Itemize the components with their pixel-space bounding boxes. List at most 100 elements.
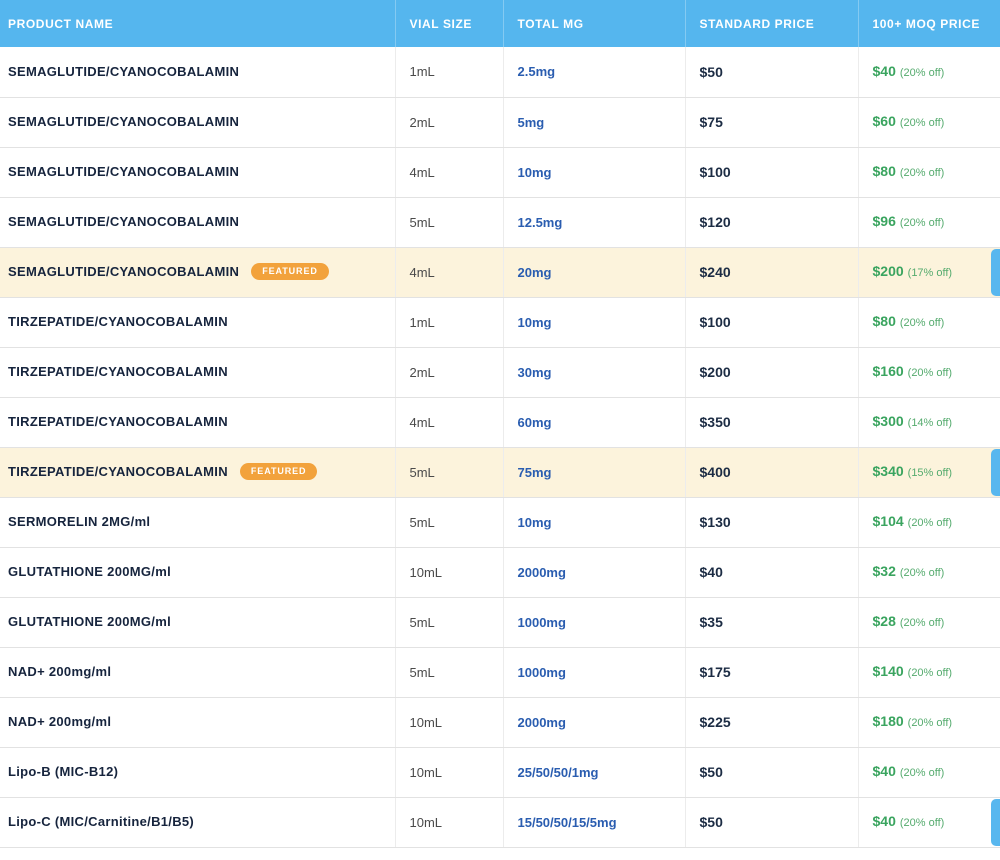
standard-price: $75 bbox=[685, 97, 859, 148]
vial-size: 4mL bbox=[395, 247, 504, 298]
moq-price-cell: $80 (20% off) bbox=[858, 297, 1000, 348]
product-name: NAD+ 200mg/ml bbox=[8, 664, 112, 679]
table-row-featured: SEMAGLUTIDE/CYANOCOBALAMIN FEATURED 4mL 2… bbox=[0, 247, 1000, 298]
product-cell: NAD+ 200mg/ml bbox=[0, 647, 396, 698]
moq-price: $300 bbox=[872, 413, 904, 429]
total-mg: 2000mg bbox=[503, 697, 686, 748]
moq-price-cell: $340 (15% off) bbox=[858, 447, 1000, 498]
discount-label: (15% off) bbox=[907, 467, 953, 479]
total-mg: 75mg bbox=[503, 447, 686, 498]
product-cell: SEMAGLUTIDE/CYANOCOBALAMIN bbox=[0, 147, 396, 198]
total-mg: 12.5mg bbox=[503, 197, 686, 248]
standard-price: $175 bbox=[685, 647, 859, 698]
product-cell: SEMAGLUTIDE/CYANOCOBALAMIN bbox=[0, 47, 396, 98]
total-mg: 2.5mg bbox=[503, 47, 686, 98]
moq-price-cell: $140 (20% off) bbox=[858, 647, 1000, 698]
standard-price: $130 bbox=[685, 497, 859, 548]
table-row: Lipo-B (MIC-B12) 10mL 25/50/50/1mg $50 $… bbox=[0, 747, 1000, 798]
product-cell: Lipo-B (MIC-B12) bbox=[0, 747, 396, 798]
table-row: TIRZEPATIDE/CYANOCOBALAMIN 1mL 10mg $100… bbox=[0, 297, 1000, 348]
table-row-featured: TIRZEPATIDE/CYANOCOBALAMIN FEATURED 5mL 7… bbox=[0, 447, 1000, 498]
total-mg: 10mg bbox=[503, 147, 686, 198]
discount-label: (14% off) bbox=[907, 417, 953, 429]
column-header-vial-size: VIAL SIZE bbox=[395, 0, 504, 47]
product-name: TIRZEPATIDE/CYANOCOBALAMIN bbox=[8, 364, 228, 379]
product-cell: Lipo-C (MIC/Carnitine/B1/B5) bbox=[0, 797, 396, 848]
discount-label: (20% off) bbox=[899, 66, 945, 79]
discount-label: (20% off) bbox=[899, 317, 945, 329]
vial-size: 5mL bbox=[395, 647, 504, 698]
discount-label: (20% off) bbox=[899, 817, 945, 829]
moq-price: $80 bbox=[872, 163, 896, 179]
product-name: TIRZEPATIDE/CYANOCOBALAMIN bbox=[8, 314, 228, 329]
cutoff-action-button[interactable] bbox=[991, 448, 1000, 496]
moq-price-cell: $180 (20% off) bbox=[858, 697, 1000, 748]
standard-price: $350 bbox=[685, 397, 859, 448]
moq-price: $104 bbox=[872, 513, 904, 529]
standard-price: $40 bbox=[685, 547, 859, 598]
vial-size: 5mL bbox=[395, 197, 504, 248]
table-row: SEMAGLUTIDE/CYANOCOBALAMIN 1mL 2.5mg $50… bbox=[0, 47, 1000, 98]
cutoff-action-button[interactable] bbox=[991, 248, 1000, 296]
cutoff-action-button[interactable] bbox=[991, 798, 1000, 846]
discount-label: (20% off) bbox=[899, 117, 945, 129]
product-name: SEMAGLUTIDE/CYANOCOBALAMIN bbox=[8, 164, 240, 179]
standard-price: $35 bbox=[685, 597, 859, 648]
total-mg: 5mg bbox=[503, 97, 686, 148]
discount-label: (20% off) bbox=[907, 367, 953, 379]
vial-size: 2mL bbox=[395, 97, 504, 148]
product-name: SEMAGLUTIDE/CYANOCOBALAMIN bbox=[8, 264, 240, 279]
total-mg: 25/50/50/1mg bbox=[503, 747, 686, 798]
discount-label: (20% off) bbox=[899, 567, 945, 579]
column-header-total-mg: TOTAL MG bbox=[503, 0, 686, 47]
table-row: GLUTATHIONE 200MG/ml 10mL 2000mg $40 $32… bbox=[0, 547, 1000, 598]
standard-price: $120 bbox=[685, 197, 859, 248]
product-name: GLUTATHIONE 200MG/ml bbox=[8, 614, 171, 629]
vial-size: 10mL bbox=[395, 747, 504, 798]
moq-price-cell: $40 (20% off) bbox=[858, 797, 1000, 848]
table-row: Lipo-C (MIC/Carnitine/B1/B5) 10mL 15/50/… bbox=[0, 797, 1000, 848]
total-mg: 10mg bbox=[503, 497, 686, 548]
vial-size: 1mL bbox=[395, 47, 504, 98]
product-cell: SERMORELIN 2MG/ml bbox=[0, 497, 396, 548]
standard-price: $400 bbox=[685, 447, 859, 498]
product-cell: SEMAGLUTIDE/CYANOCOBALAMIN FEATURED bbox=[0, 247, 396, 298]
discount-label: (20% off) bbox=[907, 517, 953, 529]
product-name: Lipo-B (MIC-B12) bbox=[8, 764, 119, 779]
vial-size: 5mL bbox=[395, 447, 504, 498]
total-mg: 60mg bbox=[503, 397, 686, 448]
table-row: NAD+ 200mg/ml 5mL 1000mg $175 $140 (20% o… bbox=[0, 647, 1000, 698]
product-cell: TIRZEPATIDE/CYANOCOBALAMIN bbox=[0, 297, 396, 348]
product-name: SEMAGLUTIDE/CYANOCOBALAMIN bbox=[8, 63, 240, 79]
moq-price-cell: $60 (20% off) bbox=[858, 97, 1000, 148]
moq-price-cell: $80 (20% off) bbox=[858, 147, 1000, 198]
moq-price-cell: $300 (14% off) bbox=[858, 397, 1000, 448]
product-cell: NAD+ 200mg/ml bbox=[0, 697, 396, 748]
discount-label: (20% off) bbox=[907, 667, 953, 679]
moq-price: $96 bbox=[872, 213, 896, 229]
discount-label: (17% off) bbox=[907, 267, 953, 279]
discount-label: (20% off) bbox=[899, 217, 945, 229]
vial-size: 4mL bbox=[395, 147, 504, 198]
moq-price: $28 bbox=[872, 613, 896, 629]
discount-label: (20% off) bbox=[907, 717, 953, 729]
discount-label: (20% off) bbox=[899, 617, 945, 629]
product-cell: TIRZEPATIDE/CYANOCOBALAMIN bbox=[0, 347, 396, 398]
discount-label: (20% off) bbox=[899, 167, 945, 179]
product-name: SEMAGLUTIDE/CYANOCOBALAMIN bbox=[8, 114, 240, 129]
moq-price: $200 bbox=[872, 263, 904, 279]
moq-price-cell: $200 (17% off) bbox=[858, 247, 1000, 298]
product-name: Lipo-C (MIC/Carnitine/B1/B5) bbox=[8, 814, 195, 829]
moq-price: $140 bbox=[872, 663, 904, 679]
vial-size: 2mL bbox=[395, 347, 504, 398]
table-row: SEMAGLUTIDE/CYANOCOBALAMIN 4mL 10mg $100… bbox=[0, 147, 1000, 198]
total-mg: 15/50/50/15/5mg bbox=[503, 797, 686, 848]
standard-price: $50 bbox=[685, 47, 859, 98]
product-name: TIRZEPATIDE/CYANOCOBALAMIN bbox=[8, 464, 228, 479]
moq-price: $32 bbox=[872, 563, 896, 579]
vial-size: 1mL bbox=[395, 297, 504, 348]
moq-price: $40 bbox=[872, 62, 896, 79]
total-mg: 2000mg bbox=[503, 547, 686, 598]
moq-price: $340 bbox=[872, 463, 904, 479]
